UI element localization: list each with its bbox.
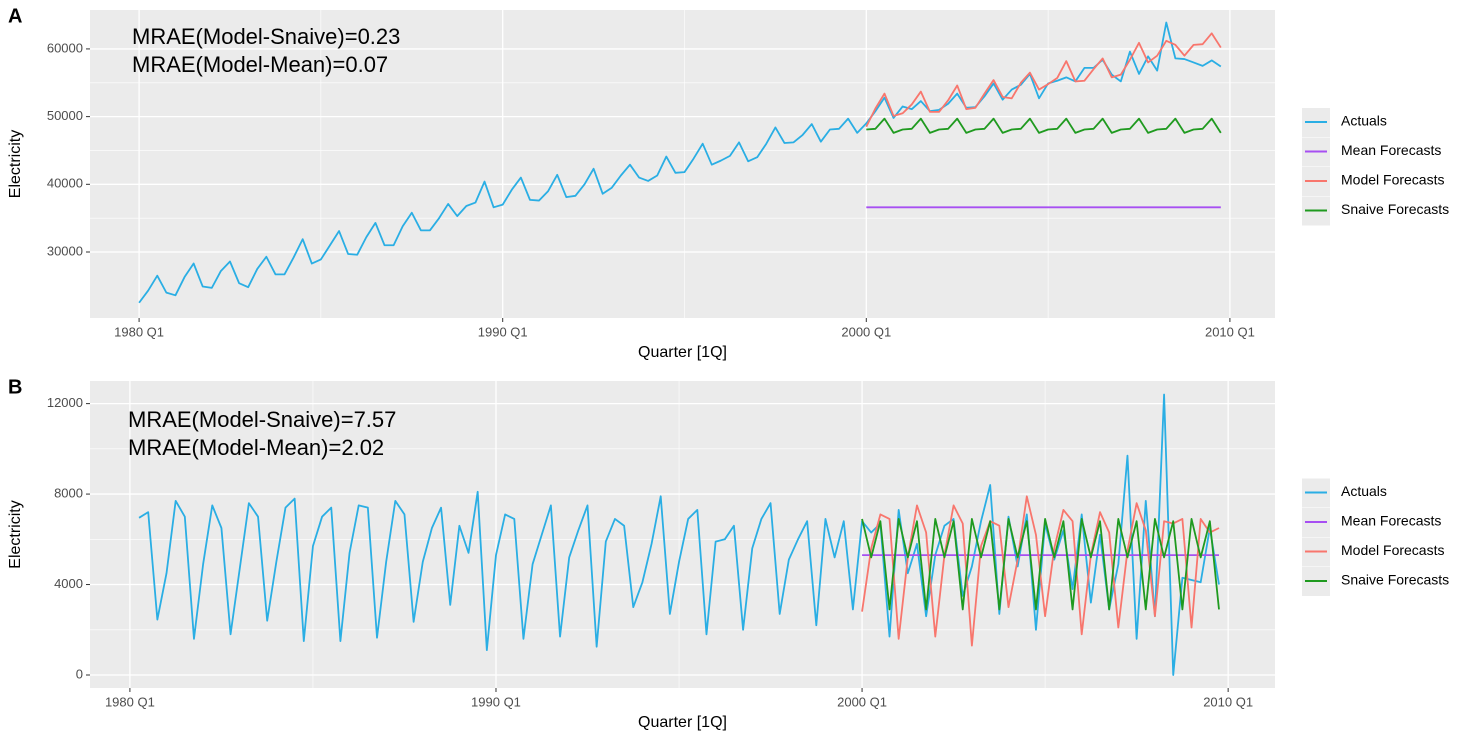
y-tick-label: 0	[76, 666, 83, 681]
y-axis-title: Electricity	[7, 500, 24, 568]
annotation: MRAE(Model-Snaive)=0.23	[132, 24, 400, 49]
x-tick-label: 2010 Q1	[1203, 694, 1253, 709]
legend-label: Actuals	[1341, 483, 1387, 499]
annotation: MRAE(Model-Mean)=2.02	[128, 435, 384, 460]
plot-background	[90, 10, 1275, 318]
panel-label: B	[8, 376, 22, 398]
x-tick-label: 2000 Q1	[837, 694, 887, 709]
y-tick-label: 8000	[54, 486, 83, 501]
y-tick-label: 4000	[54, 576, 83, 591]
annotation: MRAE(Model-Snaive)=7.57	[128, 407, 396, 432]
annotation: MRAE(Model-Mean)=0.07	[132, 52, 388, 77]
legend-label: Model Forecasts	[1341, 542, 1444, 558]
y-axis-title: Electricity	[7, 130, 24, 198]
series-line	[865, 32, 1222, 128]
legend-label: Mean Forecasts	[1341, 513, 1441, 529]
y-tick-label: 60000	[47, 40, 83, 55]
x-tick-label: 2010 Q1	[1205, 324, 1255, 339]
x-tick-label: 1990 Q1	[471, 694, 521, 709]
x-tick-label: 1980 Q1	[114, 324, 164, 339]
series-line	[861, 518, 1220, 611]
y-tick-label: 30000	[47, 243, 83, 258]
x-tick-label: 2000 Q1	[841, 324, 891, 339]
y-tick-label: 50000	[47, 108, 83, 123]
legend-label: Snaive Forecasts	[1341, 572, 1449, 588]
x-axis-title: Quarter [1Q]	[638, 344, 727, 361]
legend-label: Model Forecasts	[1341, 172, 1444, 188]
y-tick-label: 40000	[47, 176, 83, 191]
x-tick-label: 1980 Q1	[105, 694, 155, 709]
series-line	[866, 117, 1222, 134]
legend-label: Mean Forecasts	[1341, 142, 1441, 158]
legend-label: Snaive Forecasts	[1341, 201, 1449, 217]
plot-background	[90, 381, 1275, 688]
x-axis-title: Quarter [1Q]	[638, 714, 727, 731]
series-line	[861, 495, 1220, 647]
legend-label: Actuals	[1341, 113, 1387, 129]
series-line	[138, 393, 1220, 676]
y-tick-label: 12000	[47, 395, 83, 410]
x-tick-label: 1990 Q1	[478, 324, 528, 339]
panel-label: A	[8, 5, 22, 27]
series-line	[138, 21, 1222, 304]
